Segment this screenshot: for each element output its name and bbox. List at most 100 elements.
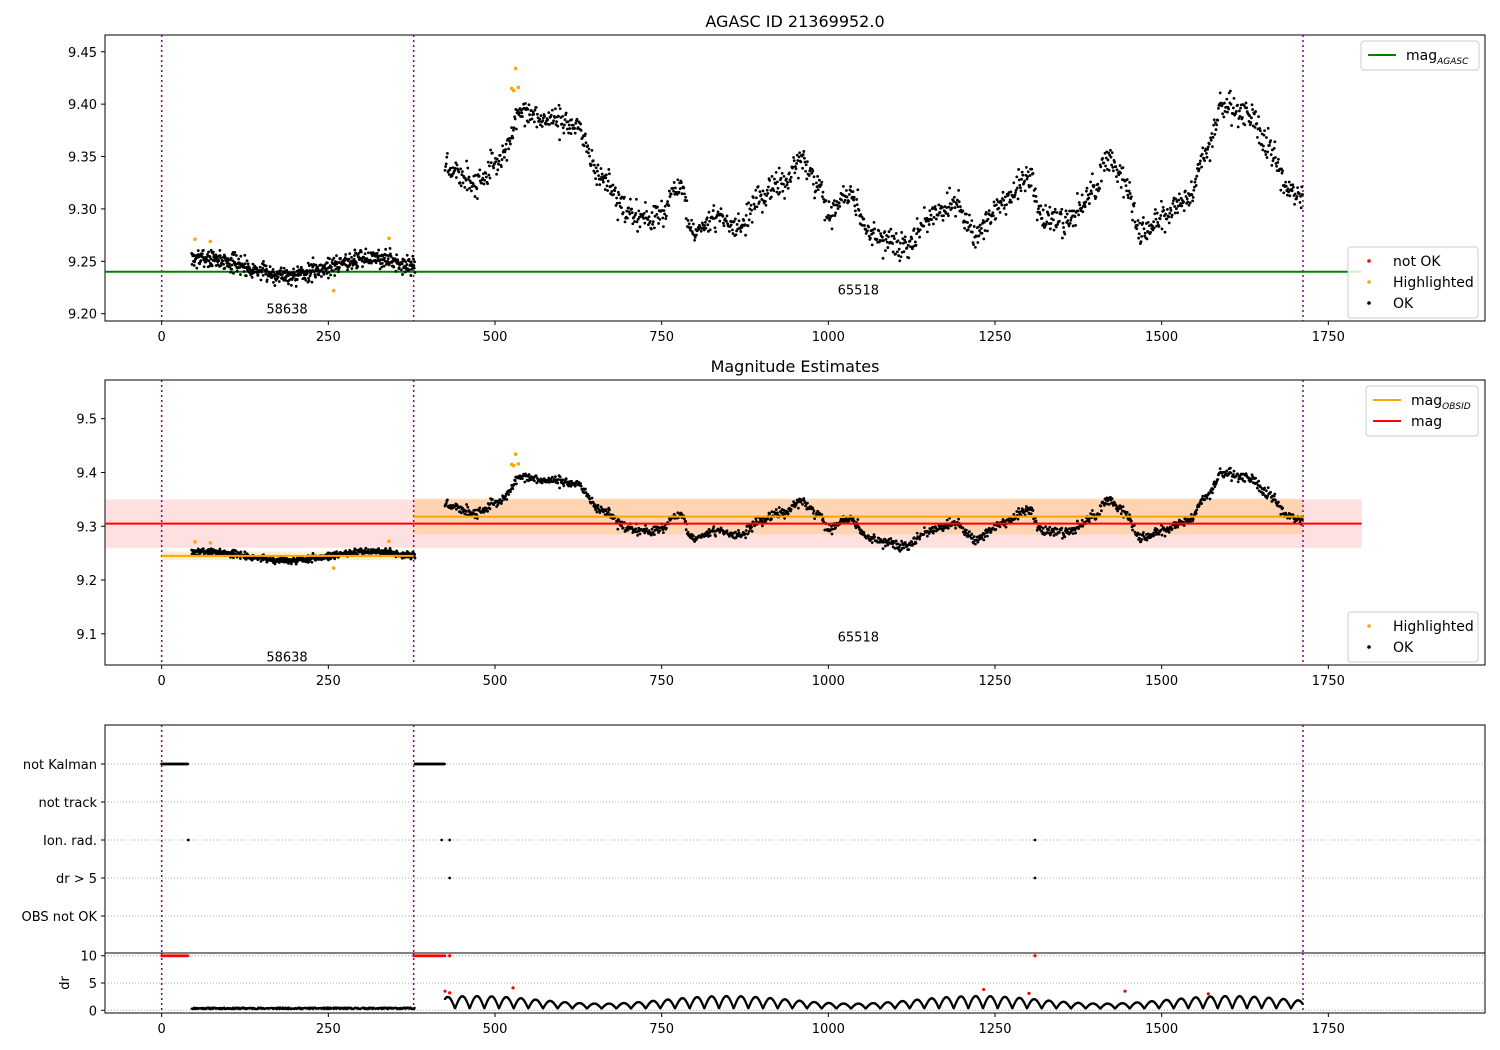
ok-point: [1206, 145, 1210, 149]
ok-point: [617, 190, 620, 194]
ok-point: [196, 249, 200, 253]
ok-point: [693, 238, 696, 242]
ok-point: [916, 227, 920, 231]
ok-point: [980, 226, 983, 230]
ok-point: [1298, 200, 1302, 204]
ok-point: [521, 477, 524, 480]
ok-point: [912, 536, 916, 540]
ok-point: [1128, 513, 1131, 517]
ok-point: [1115, 175, 1118, 178]
ok-point: [244, 274, 248, 278]
flag-point: [443, 762, 446, 766]
ok-point: [1266, 126, 1270, 130]
ok-point: [573, 131, 577, 135]
ok-point: [1092, 184, 1096, 187]
ok-point: [1049, 227, 1052, 231]
ok-point: [961, 526, 965, 530]
ok-point: [896, 239, 900, 243]
ok-point: [678, 187, 682, 191]
ok-point: [701, 221, 704, 225]
x-tick-label: 500: [483, 674, 508, 689]
panel-magnitude-history: 0 250 500 750 1000 1250 1500 17509.209.259.309.…: [68, 34, 1486, 345]
x-tick-label: 250: [316, 330, 341, 345]
ok-point: [1280, 171, 1284, 175]
ok-point: [309, 263, 313, 266]
ok-point: [1104, 156, 1108, 160]
ok-point: [1202, 156, 1206, 160]
ok-point: [947, 526, 950, 530]
ok-point: [1179, 196, 1183, 200]
ok-point: [1227, 107, 1230, 111]
ok-point: [1231, 112, 1235, 115]
ok-point: [1265, 489, 1268, 493]
ok-point: [271, 267, 275, 271]
ok-point: [1139, 240, 1143, 244]
ok-point: [838, 204, 842, 208]
ok-point: [739, 230, 743, 233]
ok-point: [972, 225, 976, 228]
ok-point: [596, 503, 600, 507]
ok-point: [734, 530, 737, 534]
x-tick-label: 1000: [812, 330, 845, 345]
ok-point: [752, 196, 755, 199]
ok-point: [731, 232, 735, 235]
ok-point: [971, 230, 974, 234]
ok-point: [1152, 226, 1156, 230]
ok-point: [629, 197, 632, 201]
ok-point: [1151, 224, 1154, 228]
ok-point: [1163, 230, 1167, 234]
ok-point: [1132, 204, 1136, 208]
ok-point: [259, 278, 263, 282]
ok-point: [1185, 197, 1189, 201]
ok-point: [505, 498, 509, 501]
ok-point: [1230, 479, 1233, 483]
ok-point: [1127, 196, 1130, 200]
ok-point: [1063, 535, 1067, 539]
ok-point: [202, 248, 205, 252]
ok-point: [463, 512, 467, 516]
highlighted-point: [516, 85, 521, 90]
ok-point: [1025, 177, 1029, 181]
ok-point: [892, 234, 896, 238]
ok-point: [307, 279, 311, 283]
ok-point: [932, 529, 936, 533]
ok-point: [833, 199, 836, 202]
ok-point: [1265, 156, 1269, 159]
ok-point: [1081, 210, 1085, 214]
ok-point: [1269, 490, 1272, 494]
ok-point: [672, 189, 675, 193]
ok-point: [608, 508, 611, 512]
ok-point: [478, 168, 482, 172]
highlighted-point: [513, 452, 518, 457]
ok-point: [692, 222, 695, 226]
ok-point: [683, 517, 686, 521]
ok-point: [972, 243, 975, 246]
highlighted-point: [208, 239, 213, 244]
ok-point: [594, 177, 597, 181]
ok-point: [397, 266, 401, 270]
ok-point: [332, 256, 336, 260]
ok-point: [548, 480, 551, 484]
ok-point: [1208, 159, 1212, 163]
ok-point: [195, 266, 199, 270]
ok-point: [555, 120, 558, 124]
ok-point: [464, 510, 468, 513]
ok-point: [633, 530, 636, 534]
ok-point: [1030, 167, 1034, 171]
ok-point: [1279, 512, 1283, 516]
ok-point: [773, 177, 776, 181]
ok-point: [556, 481, 560, 485]
ok-point: [352, 257, 356, 261]
ok-point: [353, 248, 357, 252]
ok-point: [234, 262, 238, 266]
ok-point: [527, 120, 530, 124]
ok-point: [1032, 194, 1035, 198]
ok-point: [1109, 155, 1113, 159]
ok-point: [746, 532, 750, 536]
ok-point: [1250, 116, 1253, 120]
ok-point: [948, 186, 951, 190]
y-tick-label: 5: [89, 977, 97, 992]
ok-point: [1052, 228, 1056, 232]
ok-point: [830, 524, 833, 528]
flag-point: [186, 762, 190, 766]
